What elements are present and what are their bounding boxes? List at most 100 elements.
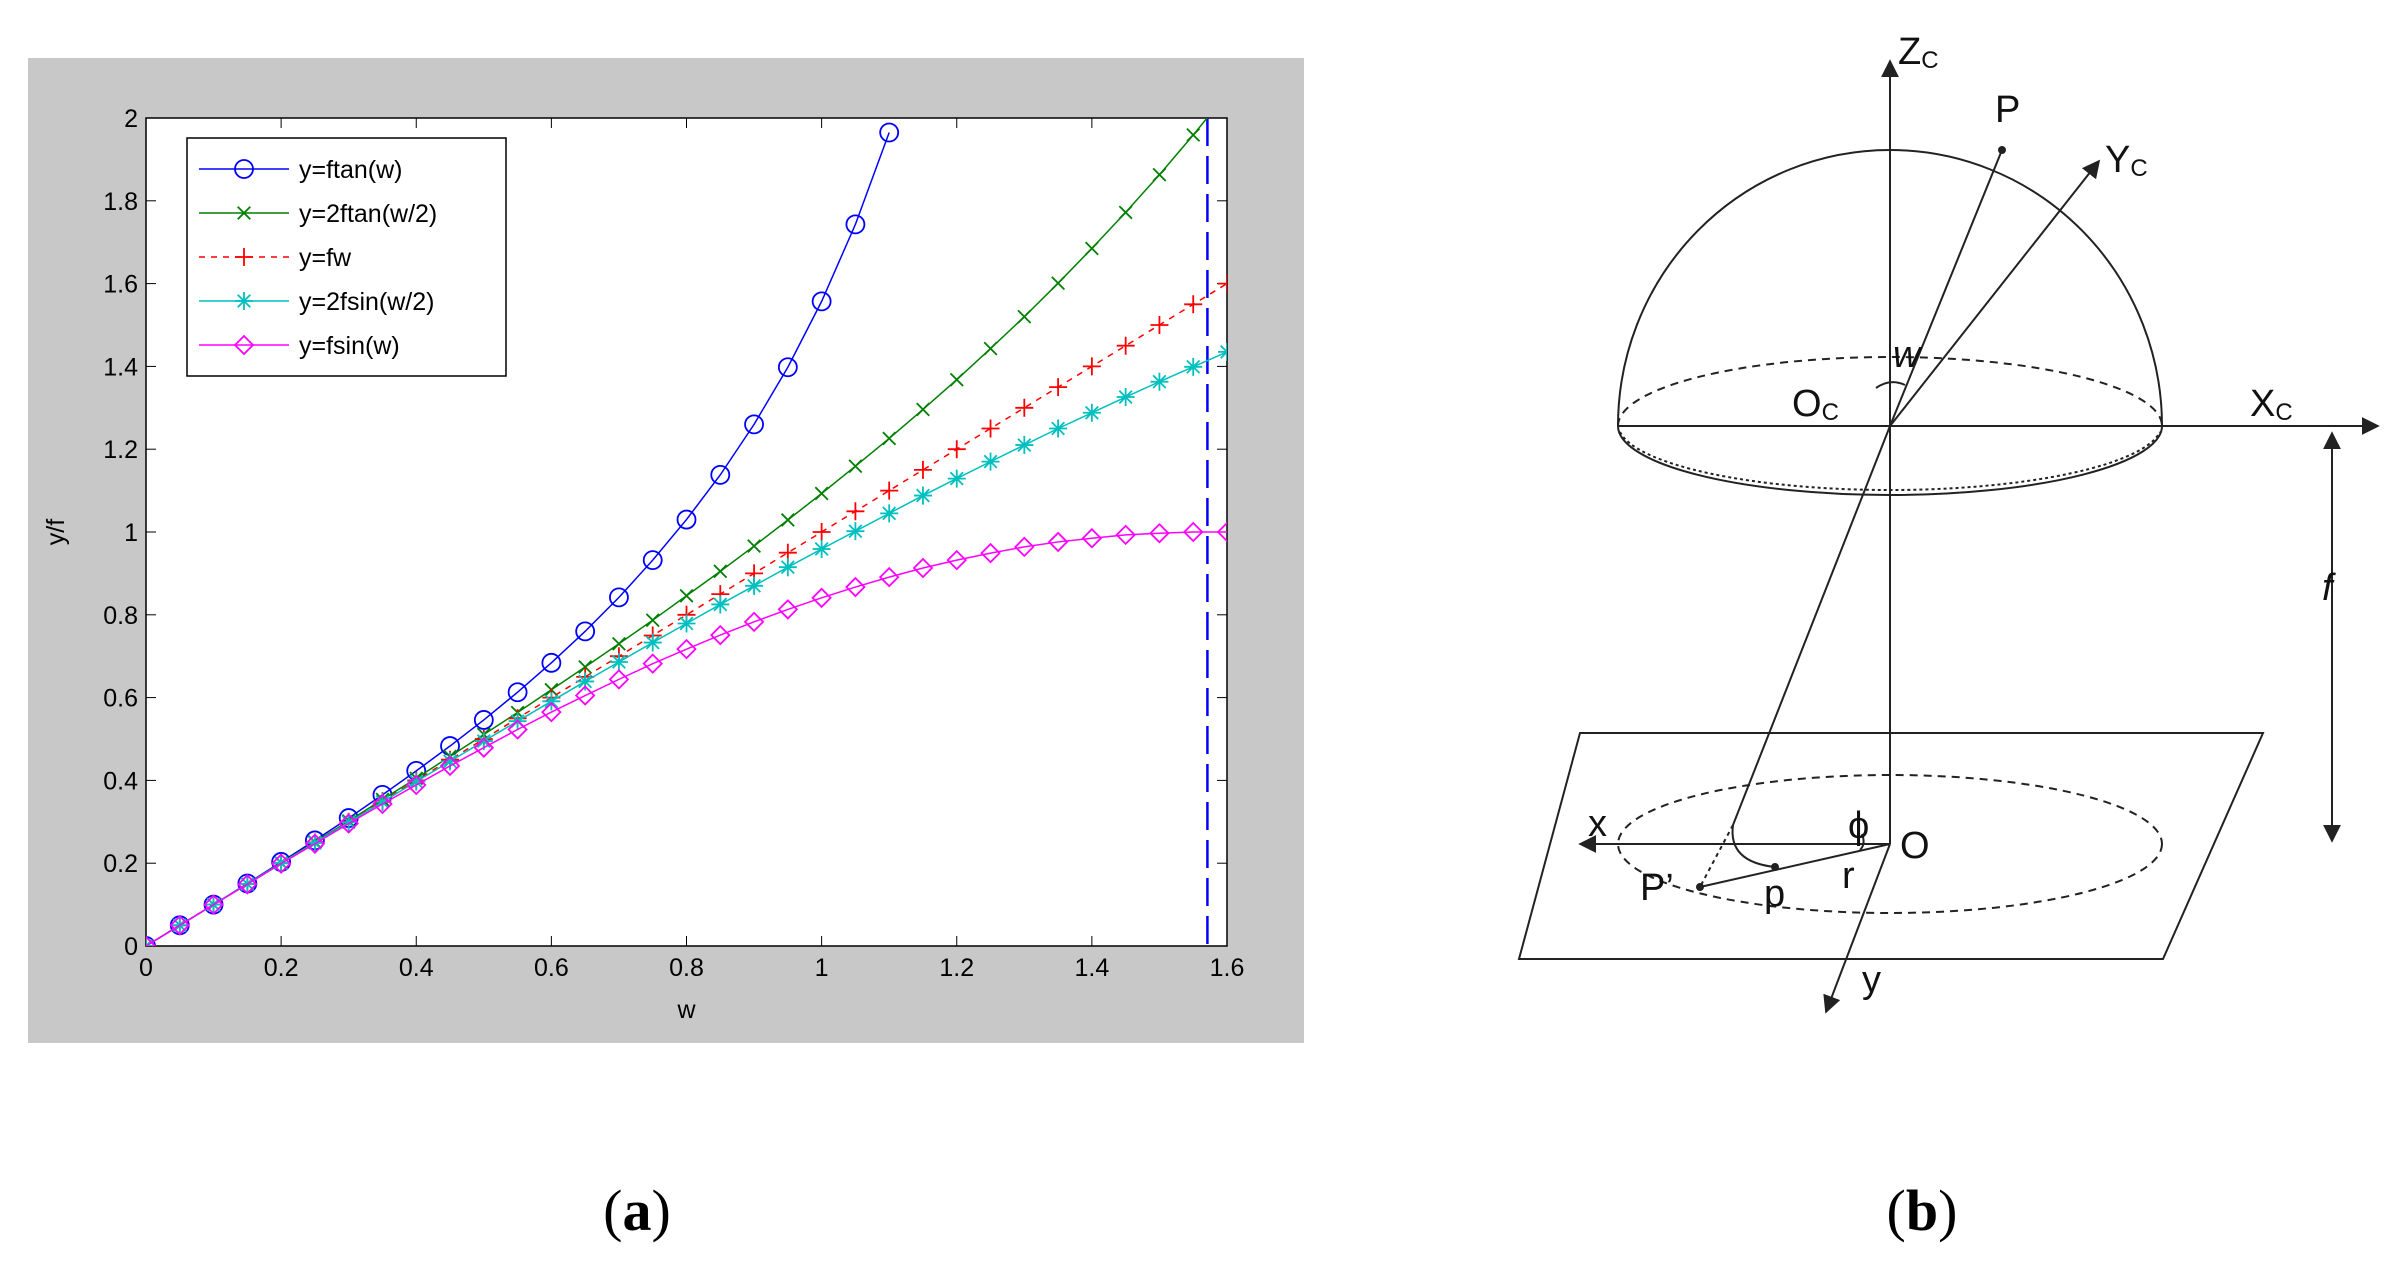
marker <box>745 576 764 595</box>
marker <box>612 636 626 651</box>
label-sub: C <box>1921 47 1938 74</box>
legend: y=ftan(w) y=2ftan(w/2) y=fw y=2fsin(w/2) y=f… <box>186 137 507 377</box>
marker <box>1216 521 1227 543</box>
marker <box>235 248 253 266</box>
marker <box>643 633 662 652</box>
plot-series <box>146 118 1227 946</box>
marker <box>541 701 562 723</box>
label-main: ϕ <box>1848 805 1869 847</box>
diagram-label: ZC <box>1898 31 1939 74</box>
diagram-label: XC <box>2250 383 2293 426</box>
x-tick-label: 1.2 <box>939 954 974 982</box>
incident-ray <box>1732 425 1891 826</box>
marker <box>372 793 393 815</box>
marker <box>1218 274 1227 293</box>
point-p-small <box>1771 863 1779 871</box>
y-tick-label: 1.4 <box>103 353 138 381</box>
marker <box>880 481 899 500</box>
marker <box>233 334 255 356</box>
marker <box>676 509 697 530</box>
marker <box>1082 357 1101 376</box>
marker <box>1015 398 1034 417</box>
marker <box>947 440 966 459</box>
marker <box>1118 205 1133 220</box>
refracted-ray <box>1731 824 1776 868</box>
marker <box>980 542 1001 564</box>
angle-phi <box>1859 833 1865 851</box>
hemisphere <box>1617 149 2163 427</box>
x-tick-label: 0 <box>139 954 153 982</box>
marker <box>642 550 663 571</box>
chart: 0 0.2 0.4 0.6 0.8 1 1.2 1.4 1.6 0 0.2 0.4 0.6 0.8 1 1.2… <box>42 105 1244 1024</box>
marker <box>338 813 359 834</box>
marker <box>574 685 596 706</box>
diagram-label: P’ <box>1640 867 1674 909</box>
marker <box>1049 419 1068 438</box>
marker <box>235 292 253 310</box>
marker <box>1150 316 1169 334</box>
label-main: y <box>1862 959 1881 1001</box>
marker <box>913 486 932 505</box>
legend-label: y=2fsin(w/2) <box>299 288 434 316</box>
marker <box>474 732 493 751</box>
marker <box>912 557 934 579</box>
legend-label: y=fsin(w) <box>299 332 400 360</box>
marker <box>407 772 426 791</box>
marker <box>747 539 761 554</box>
marker <box>439 755 461 777</box>
marker <box>339 813 358 832</box>
x-tick-label: 0.4 <box>399 954 434 982</box>
marker <box>878 566 900 588</box>
marker <box>1017 309 1032 324</box>
label-main: Y <box>2105 139 2130 181</box>
label-sub: C <box>2130 155 2147 182</box>
marker <box>609 587 629 608</box>
marker <box>542 692 561 711</box>
ray-extension <box>1699 824 1734 888</box>
diagram-label: ϕ <box>1848 805 1869 847</box>
label-main: Z <box>1898 31 1921 73</box>
diagram-label: w <box>1893 334 1923 376</box>
label-main: f <box>2322 567 2336 609</box>
marker <box>845 214 866 235</box>
diagram-label: r <box>1842 855 1855 897</box>
marker <box>846 522 865 541</box>
marker <box>778 558 797 577</box>
x-tick-label: 1.4 <box>1074 954 1109 982</box>
marker <box>845 576 866 598</box>
marker <box>812 523 831 541</box>
caption-letter: b <box>1906 1178 1938 1243</box>
marker <box>777 599 799 620</box>
label-main: p <box>1764 873 1785 915</box>
caption-paren: ( <box>603 1178 622 1243</box>
yc-axis <box>1889 159 2101 427</box>
marker <box>642 653 663 674</box>
x-tick-label: 1 <box>815 954 829 982</box>
marker <box>1115 524 1136 546</box>
y-tick-label: 1.8 <box>103 188 138 216</box>
label-main: X <box>2250 383 2275 425</box>
diagram-label: P <box>1995 89 2020 131</box>
marker <box>1149 522 1170 544</box>
marker <box>1116 336 1135 355</box>
marker <box>1184 357 1203 376</box>
marker <box>777 357 798 378</box>
marker <box>882 431 897 446</box>
marker <box>1081 527 1103 549</box>
marker <box>373 792 392 811</box>
marker <box>676 638 697 660</box>
marker <box>880 504 899 523</box>
marker <box>169 915 191 936</box>
marker <box>576 672 595 691</box>
marker <box>609 652 628 671</box>
series-line <box>146 531 1227 946</box>
marker <box>811 587 832 609</box>
marker <box>1014 536 1035 558</box>
marker <box>1152 167 1167 182</box>
marker <box>744 414 764 435</box>
marker <box>711 595 730 614</box>
legend-label: y=ftan(w) <box>299 156 403 184</box>
legend-label: y=fw <box>299 244 352 272</box>
y-axis <box>1823 843 1891 1014</box>
x-tick-label: 0.2 <box>264 954 299 982</box>
